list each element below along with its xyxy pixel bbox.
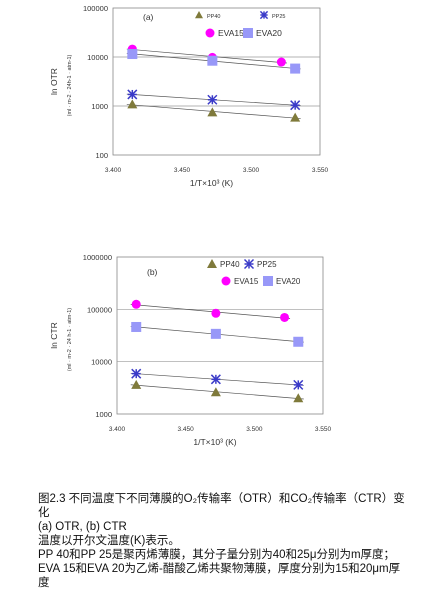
point-pp40-1 [210, 387, 221, 397]
point-pp25-2 [293, 379, 304, 390]
plot-area-frame [116, 256, 324, 415]
x-tick-label-2: 3.500 [246, 426, 263, 433]
point-eva20-1 [210, 328, 221, 339]
caption-film-description: PP 40和PP 25是聚丙烯薄膜，其分子量分别为40和25μ分别为m厚度；EV… [38, 549, 401, 589]
point-eva20-2 [290, 63, 301, 74]
point-pp40-2 [293, 393, 304, 403]
legend-marker-pp25 [243, 258, 255, 270]
figure-caption: 图2.3 不同温度下不同薄膜的O₂传输率（OTR）和CO₂传输率（CTR）变化 … [38, 492, 408, 590]
y-tick-label-1: 10000 [87, 53, 108, 62]
legend-label-eva15: EVA15 [218, 28, 244, 38]
legend-label-pp25: PP25 [257, 260, 277, 269]
legend-label-pp40: PP40 [207, 14, 220, 20]
trendline-eva15 [130, 304, 291, 319]
y-tick-label-2: 1000 [91, 102, 108, 111]
x-tick-label-1: 3.450 [178, 426, 195, 433]
point-pp25-1 [207, 94, 218, 105]
point-eva20-2 [293, 336, 304, 347]
x-axis-label: 1/T×10³ (K) [193, 437, 236, 447]
legend-marker-eva20 [263, 276, 273, 286]
panel-label: (a) [143, 12, 154, 22]
y-axis-label: ln CTR [49, 322, 59, 348]
legend-marker-eva15 [205, 28, 215, 38]
point-eva15-1 [211, 308, 221, 318]
point-eva15-2 [276, 57, 286, 67]
legend-marker-pp25 [259, 10, 269, 20]
caption-panels: (a) OTR, (b) CTR [38, 521, 127, 533]
point-eva20-0 [131, 321, 142, 332]
point-eva15-2 [280, 312, 290, 322]
point-pp40-0 [131, 379, 142, 389]
x-tick-label-3: 3.550 [315, 426, 332, 433]
y-tick-label-3: 100 [95, 151, 108, 160]
y-tick-label-0: 100000 [83, 4, 108, 13]
point-pp25-0 [127, 89, 138, 100]
y-axis-unit: (ml · m-2 · 24h-1 · atm-1) [67, 54, 73, 116]
otr-chart: 100000 10000 1000 100 3.400 3.450 3.500 3.550 1/… [49, 4, 329, 188]
legend-marker-eva15 [221, 276, 231, 286]
y-tick-label-2: 10000 [91, 358, 112, 367]
x-tick-label-0: 3.400 [109, 426, 126, 433]
point-pp40-0 [127, 99, 138, 109]
x-tick-label-3: 3.550 [312, 167, 329, 174]
chart-a-container: 100000 10000 1000 100 3.400 3.450 3.500 3.550 1/… [0, 0, 425, 205]
panel-label: (b) [147, 267, 158, 277]
caption-title: 图2.3 不同温度下不同薄膜的O₂传输率（OTR）和CO₂传输率（CTR）变化 [38, 493, 405, 519]
x-tick-label-2: 3.500 [243, 167, 260, 174]
y-tick-label-0: 1000000 [83, 253, 112, 262]
chart-b-container: 1000000 100000 10000 1000 3.400 3.450 3.500 3.5… [0, 246, 425, 471]
legend-label-eva20: EVA20 [256, 28, 282, 38]
legend-label-pp25: PP25 [272, 14, 285, 20]
point-eva20-0 [127, 49, 138, 60]
point-pp25-1 [210, 374, 221, 385]
caption-temperature-note: 温度以开尔文温度(K)表示。 [38, 535, 180, 547]
trendline-eva15 [126, 48, 287, 64]
point-pp25-2 [290, 100, 301, 111]
legend-label-eva15: EVA15 [234, 277, 259, 286]
legend-label-pp40: PP40 [220, 260, 240, 269]
point-pp25-0 [131, 368, 142, 379]
x-tick-label-1: 3.450 [174, 167, 191, 174]
legend-marker-pp40 [195, 11, 203, 19]
y-tick-label-3: 1000 [95, 410, 112, 419]
y-axis-label: ln OTR [49, 68, 59, 95]
legend-marker-eva20 [243, 28, 253, 38]
ctr-chart: 1000000 100000 10000 1000 3.400 3.450 3.500 3.5… [49, 253, 332, 447]
point-pp40-1 [207, 107, 218, 117]
point-eva20-1 [207, 55, 218, 66]
x-tick-label-0: 3.400 [105, 167, 122, 174]
point-eva15-0 [131, 299, 141, 309]
plot-area-frame [112, 7, 321, 156]
y-tick-label-1: 100000 [87, 305, 112, 314]
legend-label-eva20: EVA20 [276, 277, 301, 286]
y-axis-unit: (ml · m-2 · 24 h-1 · atm-1) [67, 308, 73, 371]
point-pp40-2 [290, 112, 301, 122]
legend-marker-pp40 [207, 259, 217, 268]
x-axis-label: 1/T×10³ (K) [190, 178, 233, 188]
